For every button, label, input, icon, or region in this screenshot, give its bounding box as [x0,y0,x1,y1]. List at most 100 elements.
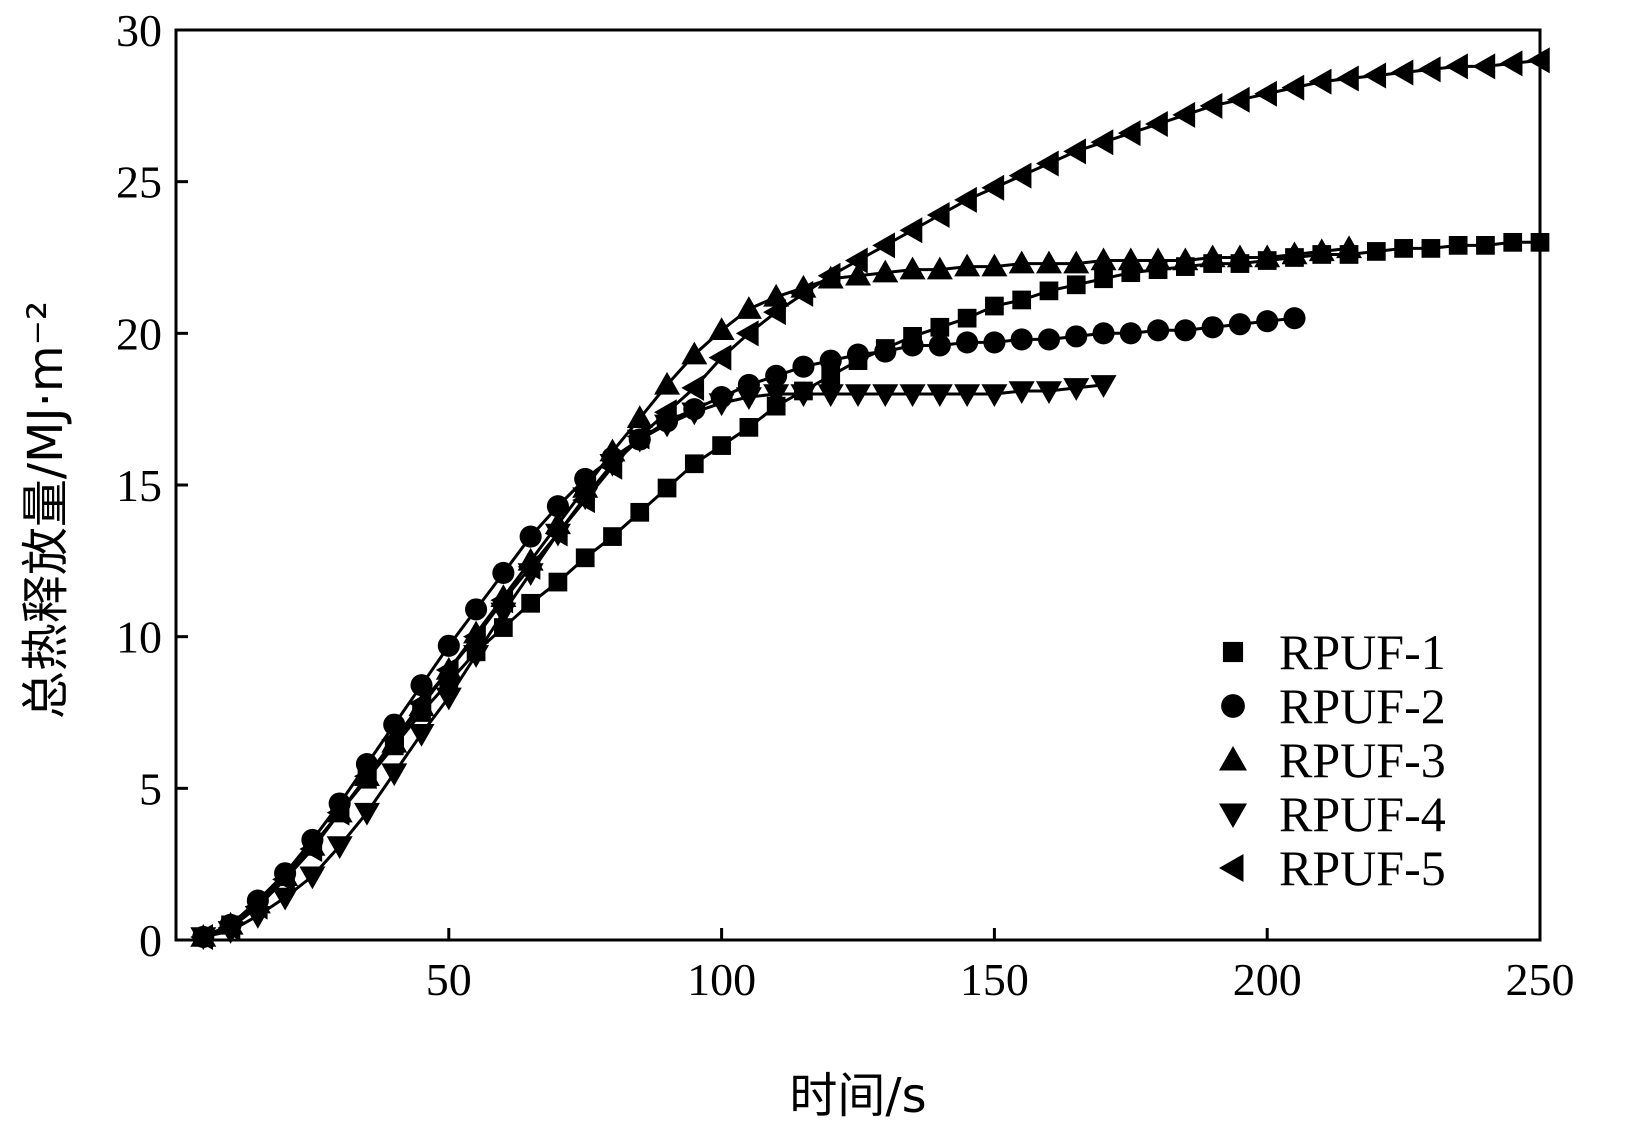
data-point-rpuf-1 [1421,239,1441,258]
data-point-rpuf-3 [899,256,926,280]
y-tick-label: 25 [116,157,162,208]
data-point-rpuf-3 [735,296,762,319]
data-point-rpuf-2 [1201,316,1224,339]
data-point-rpuf-5 [517,553,541,580]
data-point-rpuf-4 [790,384,817,407]
data-point-rpuf-4 [1090,375,1117,398]
data-point-rpuf-3 [1172,247,1199,271]
data-point-rpuf-5 [572,487,595,514]
data-point-rpuf-2 [1174,319,1197,342]
data-point-rpuf-1 [739,418,759,437]
y-tick-label: 10 [116,612,162,663]
data-point-rpuf-4 [954,384,981,407]
data-point-rpuf-5 [626,423,650,450]
data-point-rpuf-1 [1476,236,1495,255]
ticks-group: 50 100 150 200 250 0 5 10 15 20 25 30 [116,5,1575,1005]
data-point-rpuf-5 [599,453,623,480]
data-point-rpuf-1 [1503,232,1523,252]
data-point-rpuf-3 [681,341,708,365]
data-point-rpuf-3 [872,259,899,283]
data-point-rpuf-3 [1308,238,1335,262]
series-rpuf-4 [190,375,1117,950]
data-point-rpuf-2 [846,343,870,366]
data-point-rpuf-2 [1092,322,1115,345]
data-point-rpuf-5 [1499,50,1523,77]
data-point-rpuf-5 [926,202,950,229]
legend-item-rpuf-1: RPUF-1 [1222,624,1446,680]
data-point-rpuf-5 [763,299,786,326]
y-tick-label: 15 [116,460,162,511]
data-point-rpuf-5 [981,174,1005,201]
data-point-rpuf-1 [1012,290,1032,310]
data-point-rpuf-5 [872,232,896,259]
data-point-rpuf-3 [845,262,871,286]
data-point-rpuf-4 [326,836,353,859]
data-point-rpuf-1 [1394,239,1413,258]
data-point-rpuf-2 [1147,319,1170,342]
series-line-rpuf-3 [202,246,1350,939]
data-point-rpuf-5 [381,726,404,753]
data-point-rpuf-3 [1090,247,1117,271]
legend-marker [1219,746,1247,771]
data-point-rpuf-5 [899,217,923,244]
data-point-rpuf-1 [957,308,977,328]
data-point-rpuf-5 [1226,86,1250,113]
data-point-rpuf-4 [708,393,735,417]
data-point-rpuf-2 [983,331,1006,354]
data-point-rpuf-1 [494,618,513,637]
data-point-rpuf-4 [1035,381,1062,404]
data-point-rpuf-5 [1445,53,1468,80]
data-point-rpuf-2 [819,349,842,372]
y-axis-title: 总热释放量/MJ·m⁻² [18,301,74,719]
data-point-rpuf-3 [1008,250,1035,274]
legend-item-rpuf-3: RPUF-3 [1219,732,1446,788]
data-point-rpuf-3 [954,253,981,277]
legend-marker [1221,694,1245,718]
data-point-rpuf-2 [1119,322,1142,345]
data-point-rpuf-5 [1117,120,1141,147]
data-point-rpuf-5 [1035,150,1059,177]
data-point-rpuf-5 [1472,53,1496,80]
data-point-rpuf-1 [1448,236,1468,255]
legend-marker [1219,803,1247,828]
data-point-rpuf-5 [1172,101,1196,128]
legend-label: RPUF-5 [1279,840,1446,896]
legend-marker [1219,854,1244,882]
data-point-rpuf-4 [1008,381,1035,404]
legend-item-rpuf-5: RPUF-5 [1219,840,1446,896]
data-point-rpuf-5 [190,923,214,950]
data-point-rpuf-4 [817,384,844,407]
data-point-rpuf-3 [708,317,735,341]
legend-label: RPUF-4 [1279,786,1446,842]
data-point-rpuf-1 [1094,269,1113,289]
data-point-rpuf-5 [544,520,568,547]
data-point-rpuf-1 [712,436,731,455]
data-point-rpuf-4 [272,887,299,911]
data-point-rpuf-5 [272,866,295,893]
y-tick-label: 20 [116,308,162,359]
data-point-rpuf-3 [981,253,1008,277]
series-rpuf-3 [190,235,1363,947]
data-point-rpuf-1 [1530,232,1550,252]
data-point-rpuf-3 [1063,250,1090,274]
data-point-rpuf-2 [546,495,569,518]
x-tick-label: 50 [426,954,472,1005]
data-point-rpuf-5 [1363,62,1387,89]
data-point-rpuf-1 [684,454,704,474]
y-tick-label: 5 [139,763,162,814]
series-line-rpuf-4 [202,383,1104,939]
data-point-rpuf-5 [681,374,705,401]
data-point-rpuf-3 [1281,241,1308,265]
series-group [190,47,1550,950]
data-point-rpuf-5 [408,690,432,717]
data-point-rpuf-2 [410,674,433,697]
data-point-rpuf-5 [1308,68,1332,95]
data-point-rpuf-2 [1065,325,1088,348]
data-point-rpuf-4 [763,384,790,407]
data-point-rpuf-4 [845,384,871,407]
data-point-rpuf-1 [630,502,650,522]
data-point-rpuf-5 [1390,59,1414,86]
data-point-rpuf-5 [435,657,459,684]
data-point-rpuf-2 [1228,313,1251,336]
